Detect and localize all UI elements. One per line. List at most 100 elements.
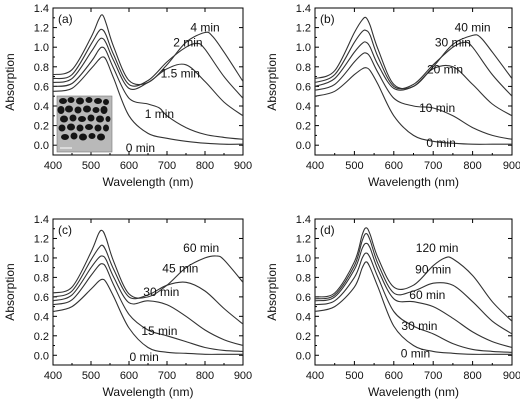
nanoparticle	[100, 106, 108, 114]
curve-label: 30 min	[401, 319, 437, 333]
y-axis-title: Absorption	[3, 53, 17, 110]
nanoparticle	[103, 124, 109, 132]
y-tick-label: 1.4	[34, 214, 49, 226]
nanoparticle	[74, 106, 82, 114]
x-tick-label: 800	[463, 160, 481, 172]
series-line-30-min	[315, 252, 512, 353]
y-tick-label: 0.4	[34, 311, 49, 323]
series-group	[315, 16, 512, 145]
series-group	[53, 14, 243, 145]
y-axis-title: Absorption	[265, 53, 279, 110]
series-line-0-min	[53, 278, 243, 355]
x-tick-label: 500	[82, 160, 100, 172]
y-axis-title: Absorption	[265, 263, 279, 320]
y-tick-label: 0.2	[296, 331, 311, 343]
panel-c: 400 500 600 700 800 900 0.0 0.2 0.4 0.6 0.8 1.0 1.2 1…	[3, 214, 252, 399]
nanoparticle	[103, 99, 109, 105]
x-tick-label: 600	[385, 160, 403, 172]
tem-inset-image	[56, 95, 113, 153]
x-tick-label: 900	[234, 370, 252, 382]
nanoparticle	[60, 115, 68, 123]
y-tick-label: 0.6	[296, 292, 311, 304]
x-tick-label: 400	[44, 370, 62, 382]
curve-label: 30 min	[435, 35, 471, 49]
x-tick-label: 400	[306, 370, 324, 382]
curve-label: 0 min	[426, 136, 455, 150]
x-tick-label: 900	[503, 160, 520, 172]
nanoparticle	[79, 133, 87, 141]
nanoparticle	[97, 133, 105, 141]
panel-b: 400 500 600 700 800 900 0.0 0.2 0.4 0.6 0.8 1.0 1.2 1…	[265, 3, 520, 189]
y-tick-label: 0.2	[296, 121, 311, 133]
series-line-30-min	[315, 29, 512, 97]
curve-label: 2 min	[173, 35, 202, 49]
x-tick-label: 400	[44, 160, 62, 172]
nanoparticle	[94, 98, 102, 104]
curve-label: 90 min	[415, 263, 451, 277]
curve-label: 60 min	[409, 288, 445, 302]
x-axis-title: Wavelength (nm)	[368, 175, 459, 189]
y-tick-label: 1.4	[296, 3, 311, 15]
y-tick-label: 0.2	[34, 121, 49, 133]
nanoparticle	[69, 114, 77, 122]
nanoparticle	[83, 105, 91, 113]
series-line-0-min	[315, 261, 512, 355]
nanoparticle	[105, 116, 111, 122]
y-tick-label: 1.2	[296, 23, 311, 35]
x-tick-label: 700	[158, 370, 176, 382]
series-line-1-min	[53, 46, 243, 140]
x-tick-label: 600	[120, 160, 138, 172]
panel-a: 400 500 600 700 800 900 0.0 0.2 0.4 0.6 0.8 1.0 1.2 1…	[3, 3, 252, 189]
curve-label: 10 min	[419, 101, 455, 115]
nanoparticle	[59, 98, 67, 104]
nanoparticle	[78, 116, 86, 122]
curve-label: 40 min	[455, 21, 491, 35]
x-tick-label: 800	[196, 370, 214, 382]
x-tick-label: 700	[424, 160, 442, 172]
nanoparticle	[61, 134, 69, 140]
nanoparticle	[57, 106, 65, 114]
y-tick-label: 0.0	[296, 350, 311, 362]
curve-label: 4 min	[190, 21, 219, 35]
panel-label: (a)	[58, 12, 73, 26]
x-tick-label: 500	[345, 370, 363, 382]
nanoparticle	[88, 133, 96, 139]
y-tick-label: 0.4	[34, 101, 49, 113]
nanoparticle	[70, 132, 78, 140]
series-line-60-min	[53, 229, 243, 299]
y-tick-label: 1.2	[296, 233, 311, 245]
series-line-15-min	[53, 263, 243, 352]
curve-label: 1 min	[145, 107, 174, 121]
y-tick-label: 0.2	[34, 331, 49, 343]
x-tick-label: 700	[158, 160, 176, 172]
y-tick-label: 1.4	[296, 214, 311, 226]
curve-label: 120 min	[416, 241, 459, 255]
x-tick-label: 900	[503, 370, 520, 382]
x-tick-label: 800	[463, 370, 481, 382]
curve-label: 0 min	[130, 350, 159, 364]
nanoparticle	[76, 124, 84, 132]
curve-label: 0 min	[401, 346, 430, 360]
series-line-0-min	[53, 56, 243, 145]
nanoparticle	[96, 115, 104, 123]
curve-label: 15 min	[141, 324, 177, 338]
y-tick-label: 0.0	[34, 140, 49, 152]
y-tick-label: 0.4	[296, 311, 311, 323]
x-tick-label: 700	[424, 370, 442, 382]
x-tick-label: 400	[306, 160, 324, 172]
series-line-40-min	[315, 16, 512, 90]
nanoparticle	[76, 97, 84, 105]
y-axis-title: Absorption	[3, 263, 17, 320]
nanoparticle	[92, 107, 100, 113]
nanoparticle	[94, 124, 102, 132]
x-tick-label: 900	[234, 160, 252, 172]
nanoparticle	[58, 124, 66, 132]
nanoparticle	[85, 97, 93, 103]
nanoparticle	[67, 97, 75, 103]
x-tick-label: 500	[82, 370, 100, 382]
y-tick-label: 1.4	[34, 3, 49, 15]
series-line-60-min	[315, 242, 512, 349]
series-line-90-min	[315, 233, 512, 335]
nanoparticle	[67, 123, 75, 131]
